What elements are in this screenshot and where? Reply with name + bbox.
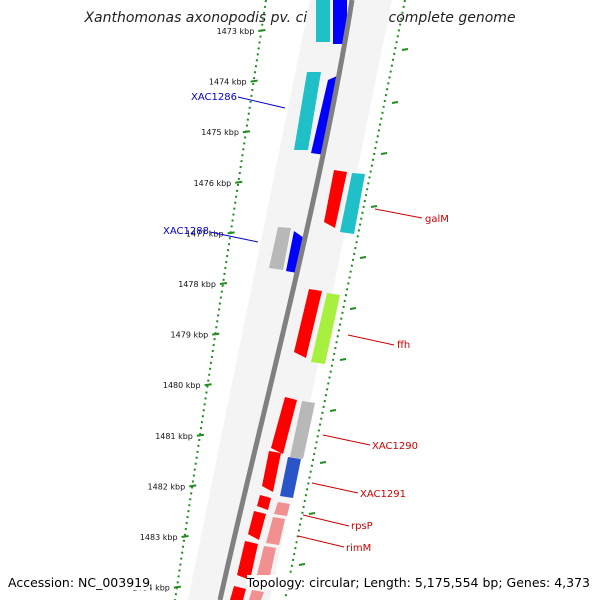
major-tick: [250, 79, 258, 83]
major-tick: [235, 180, 243, 184]
gene-teal-galm: [340, 173, 365, 234]
gene-label-xac1290: XAC1290: [372, 441, 418, 452]
gene-red-bottom-2: [230, 586, 246, 600]
tick-label: 1475 kbp: [201, 128, 239, 137]
gene-red-xac1291: [262, 451, 281, 492]
tick-label: 1482 kbp: [148, 482, 186, 491]
tick-label: 1481 kbp: [155, 432, 193, 441]
gene-red-ffh: [294, 289, 322, 358]
tick-label: 1478 kbp: [178, 280, 216, 289]
gene-pink-rimm: [266, 517, 285, 545]
gene-blue-xac1291: [280, 457, 301, 498]
genome-backbone: [217, 0, 355, 600]
tick-label: 1484 kbp: [132, 584, 170, 593]
gene-lime-ffh: [311, 293, 340, 364]
gene-red-galm: [324, 170, 347, 228]
major-tick: [204, 383, 212, 387]
outer-ruler: [174, 0, 267, 600]
major-tick: [242, 130, 251, 134]
tick-label: 1473 kbp: [217, 27, 255, 36]
gene-label-galm: galM: [425, 214, 449, 225]
gene-red-rimm: [248, 511, 266, 540]
gene-red-bottom-1: [237, 541, 258, 580]
tick-label: 1479 kbp: [171, 331, 209, 340]
gene-blue-xac1286: [311, 76, 338, 155]
topology-text: Topology: circular; Length: 5,175,554 bp…: [246, 575, 590, 590]
gene-gray-1: [269, 227, 291, 270]
major-tick: [227, 231, 235, 235]
gene-label-xac1291: XAC1291: [360, 489, 406, 500]
tick-label: 1477 kbp: [186, 229, 224, 238]
gene-pink-bottom-2: [249, 590, 264, 600]
ruler-ticks: [298, 48, 409, 566]
gene-label-xac1286: XAC1286: [191, 92, 237, 103]
major-tick: [173, 585, 182, 589]
gene-teal-1: [294, 72, 321, 150]
gene-label-rpsp: rpsP: [351, 521, 373, 532]
gene-label-group: XAC1286 XAC1288 galM ffh XAC1290 XAC1291…: [163, 92, 449, 554]
gene-label-rimm: rimM: [346, 543, 371, 554]
tick-label: 1476 kbp: [194, 179, 232, 188]
gene-blue-xac1288: [286, 231, 304, 273]
map-title: Xanthomonas axonopodis pv. citri str. 30…: [84, 10, 516, 26]
tick-label: 1474 kbp: [209, 78, 247, 87]
major-tick: [181, 535, 189, 538]
major-tick: [258, 29, 266, 32]
tick-label: 1480 kbp: [163, 381, 201, 390]
gene-label-xac1288: XAC1288: [163, 226, 209, 237]
tick-label: 1483 kbp: [140, 533, 178, 542]
gene-gray-xac1290: [290, 401, 315, 459]
major-tick: [212, 332, 220, 336]
gene-label-ffh: ffh: [397, 340, 410, 351]
gene-pink-rpsp: [274, 502, 290, 516]
major-tick: [189, 484, 197, 488]
major-tick: [196, 433, 205, 437]
accession-text: Accession: NC_003919: [8, 575, 151, 590]
gene-red-xac1290: [271, 397, 297, 454]
major-tick: [219, 282, 228, 285]
gene-red-rpsp: [257, 495, 271, 510]
leader-lines: [209, 96, 423, 548]
